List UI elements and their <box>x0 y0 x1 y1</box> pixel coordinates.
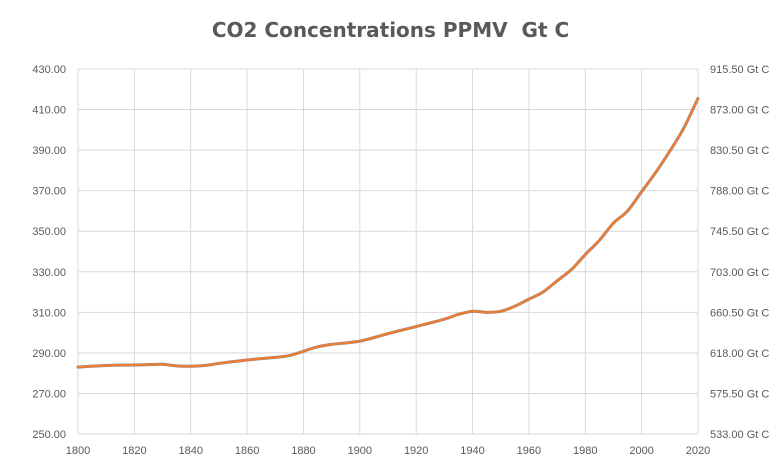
x-tick-label: 1980 <box>573 445 597 457</box>
x-tick-label: 1840 <box>178 445 202 457</box>
right-y-tick-label: 660.50 Gt C <box>710 307 769 319</box>
x-tick-label: 1800 <box>66 445 90 457</box>
right-y-tick-label: 745.50 Gt C <box>710 226 769 238</box>
left-y-axis-labels: 250.00 270.00 290.00 310.00 330.00 350.00 370.… <box>32 64 66 441</box>
x-tick-label: 1900 <box>348 445 372 457</box>
x-tick-label: 1960 <box>517 445 541 457</box>
left-y-tick-label: 290.00 <box>32 348 66 360</box>
right-y-tick-label: 830.50 Gt C <box>710 145 769 157</box>
left-y-tick-label: 390.00 <box>32 145 66 157</box>
chart-title: CO2 Concentrations PPMV Gt C <box>211 18 570 42</box>
right-y-axis-labels: 533.00 Gt C 575.50 Gt C 618.00 Gt C 660.50 … <box>710 64 769 441</box>
x-tick-label: 1860 <box>235 445 259 457</box>
x-tick-label: 1920 <box>404 445 428 457</box>
right-y-tick-label: 915.50 Gt C <box>710 64 769 76</box>
x-axis-labels: 1800 1820 1840 1860 1880 1900 1920 1940 1960 1980… <box>66 445 710 457</box>
right-y-tick-label: 703.00 Gt C <box>710 267 769 279</box>
x-tick-label: 1940 <box>460 445 484 457</box>
left-y-tick-label: 430.00 <box>32 64 66 76</box>
x-tick-label: 1820 <box>122 445 146 457</box>
x-tick-label: 1880 <box>291 445 315 457</box>
x-tick-label: 2000 <box>629 445 653 457</box>
left-y-tick-label: 370.00 <box>32 186 66 198</box>
right-y-tick-label: 618.00 Gt C <box>710 348 769 360</box>
left-y-tick-label: 310.00 <box>32 307 66 319</box>
right-y-tick-label: 533.00 Gt C <box>710 429 769 441</box>
left-y-tick-label: 270.00 <box>32 388 66 400</box>
left-y-tick-label: 330.00 <box>32 267 66 279</box>
left-y-tick-label: 250.00 <box>32 429 66 441</box>
right-y-tick-label: 788.00 Gt C <box>710 186 769 198</box>
right-y-tick-label: 575.50 Gt C <box>710 388 769 400</box>
right-y-tick-label: 873.00 Gt C <box>710 105 769 117</box>
x-tick-label: 2020 <box>686 445 710 457</box>
gridlines <box>77 68 699 435</box>
left-y-tick-label: 410.00 <box>32 105 66 117</box>
series-layer <box>76 96 700 369</box>
left-y-tick-label: 350.00 <box>32 226 66 238</box>
gtc-series-line <box>76 97 700 369</box>
